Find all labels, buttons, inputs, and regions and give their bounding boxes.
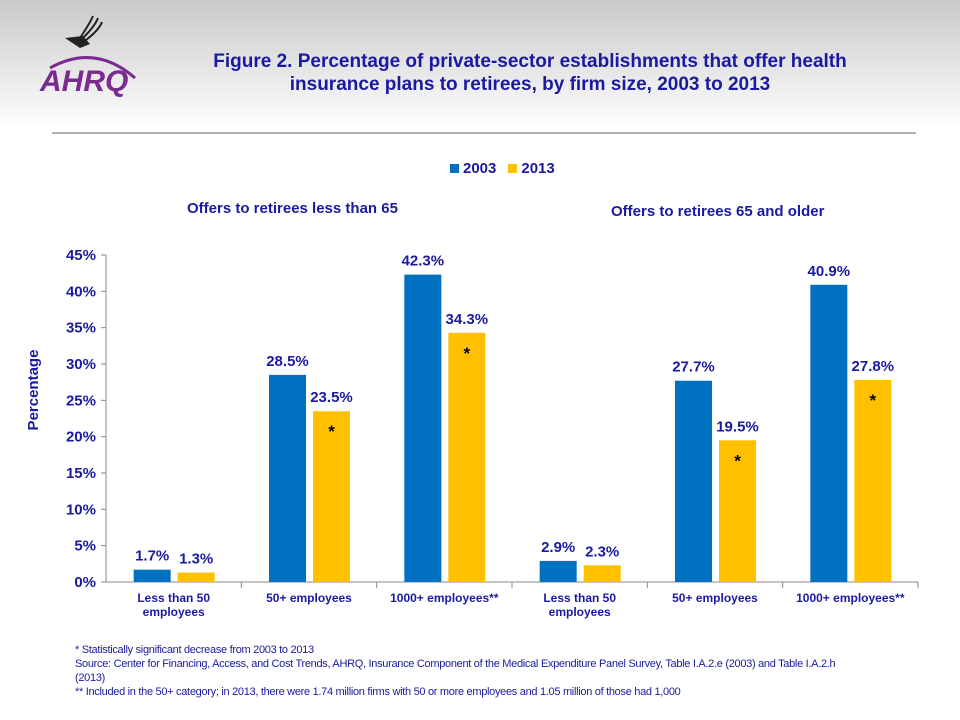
bar-2003 [133,569,171,582]
data-label: 27.7% [672,359,715,376]
legend: 2003 2013 [450,160,555,177]
data-label: 28.5% [266,353,309,370]
svg-text:AHRQ: AHRQ [39,65,128,98]
footnote-significance: * Statistically significant decrease fro… [75,644,314,656]
data-label: 23.5% [310,389,353,406]
bar-2013 [448,332,486,582]
data-label: 19.5% [716,418,759,435]
panel-title-under-65: Offers to retirees less than 65 [187,200,398,217]
bar-2003 [810,284,848,582]
footnotes: * Statistically significant decrease fro… [75,643,855,699]
data-label: 42.3% [402,253,445,270]
legend-item-2013: 2013 [508,160,555,177]
y-tick-label: 20% [66,429,96,446]
bar-2003 [269,374,306,582]
bar-2013 [583,565,621,582]
y-tick-label: 30% [66,356,96,373]
y-tick-label: 0% [74,574,96,591]
bar-2013 [854,379,892,582]
x-tick-label: Less than 50 [137,591,210,605]
chart-title: Figure 2. Percentage of private-sector e… [213,51,847,95]
x-tick-label: employees [549,605,611,619]
significance-marker: * [464,344,471,363]
y-axis-label: Percentage [25,350,42,431]
significance-marker: * [328,422,335,441]
data-label: 34.3% [446,311,489,328]
divider [52,132,916,134]
x-tick-label: 50+ employees [672,591,758,605]
data-label: 2.9% [541,539,575,556]
bar-chart: 0% 5% 10% 15% 20% 25% 30% 35% 40% 45% Percentage Le… [25,247,919,619]
footnote-firms: ** Included in the 50+ category; in 2013… [75,686,681,698]
y-tick-label: 35% [66,320,96,337]
legend-item-2003: 2003 [450,160,496,177]
bar-2013 [177,572,215,582]
x-tick-label: Less than 50 [543,591,616,605]
data-label: 1.3% [179,551,213,568]
bar-2013 [719,440,756,582]
panel-title-65-plus: Offers to retirees 65 and older [611,203,825,220]
x-tick-label: 1000+ employees** [796,591,905,605]
significance-marker: * [870,391,877,410]
ahrq-logo: AHRQ [39,15,136,98]
x-tick-label: employees [143,605,205,619]
footnote-source: Source: Center for Financing, Access, an… [75,658,836,684]
bar-2013 [313,411,350,582]
data-label: 2.3% [585,543,619,560]
y-tick-label: 25% [66,392,96,409]
x-tick-label: 50+ employees [266,591,352,605]
x-tick-label: 1000+ employees** [390,591,499,605]
significance-marker: * [734,451,741,470]
bar-2003 [539,560,577,582]
data-label: 1.7% [135,548,169,565]
bar-2003 [404,274,442,582]
y-tick-label: 45% [66,247,96,264]
data-label: 40.9% [808,263,851,280]
y-tick-label: 5% [74,538,96,555]
y-tick-label: 40% [66,283,96,300]
y-tick-label: 15% [66,465,96,482]
y-tick-label: 10% [66,501,96,518]
data-label: 27.8% [852,358,895,375]
bar-2003 [675,380,712,582]
